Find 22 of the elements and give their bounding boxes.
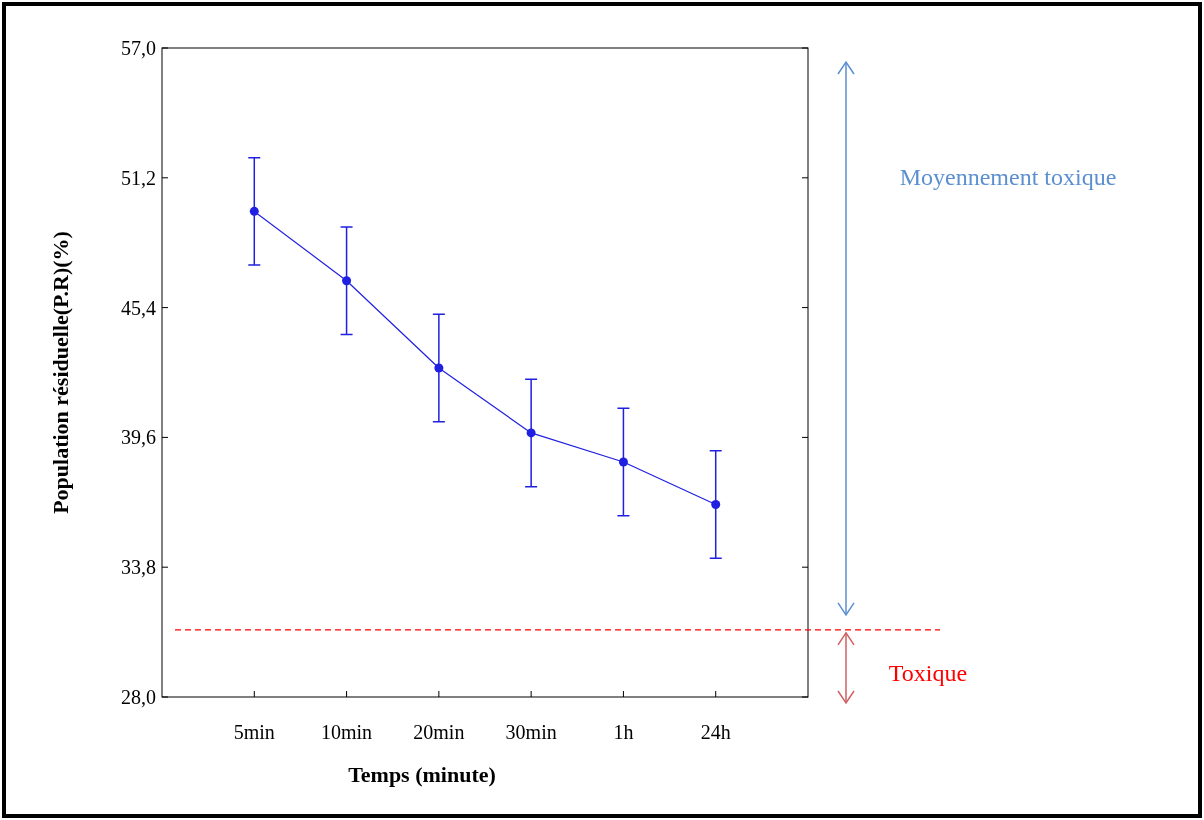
x-axis-title: Temps (minute)	[348, 762, 496, 787]
y-axis-title: Population résiduelle(P.R)(%)	[48, 231, 73, 514]
x-tick-label: 5min	[233, 721, 275, 743]
point	[249, 206, 259, 216]
text: Toxique	[888, 660, 968, 686]
y-tick-label: 51,2	[121, 166, 156, 189]
x-tick-label: 24h	[700, 721, 731, 743]
x-tick-label: 10min	[321, 721, 373, 743]
x-tick-label: 1h	[613, 721, 634, 743]
point	[434, 363, 444, 373]
y-tick-label: 33,8	[121, 556, 156, 579]
point	[711, 500, 721, 510]
point	[342, 276, 352, 286]
y-tick-label: 57,0	[121, 37, 156, 59]
x-tick-label: 20min	[413, 721, 465, 743]
y-tick-label: 39,6	[121, 426, 156, 449]
point	[618, 457, 628, 467]
y-tick-label: 28,0	[121, 686, 156, 708]
text: Moyennement toxique	[899, 164, 1117, 190]
x-tick-label: 30min	[505, 721, 557, 743]
point	[526, 428, 536, 438]
y-tick-label: 45,4	[121, 296, 156, 319]
